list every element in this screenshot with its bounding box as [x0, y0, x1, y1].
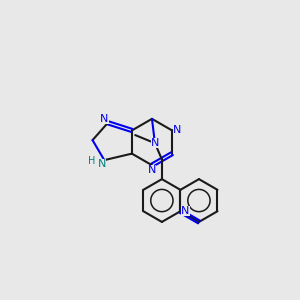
Text: N: N — [151, 138, 159, 148]
Text: N: N — [100, 114, 109, 124]
Text: N: N — [181, 206, 190, 216]
Text: N: N — [173, 125, 181, 135]
Text: N: N — [98, 159, 106, 169]
Text: H: H — [88, 156, 95, 166]
Text: N: N — [148, 165, 156, 175]
